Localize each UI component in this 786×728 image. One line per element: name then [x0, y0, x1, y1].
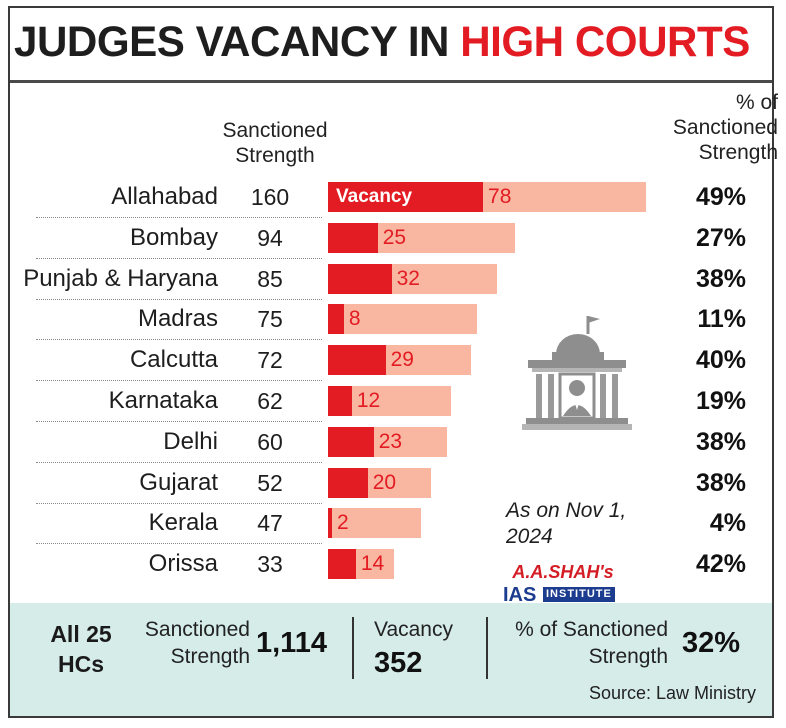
- vacancy-value: 32: [396, 266, 420, 290]
- vacancy-value: 14: [360, 552, 385, 576]
- header-line: Sanctioned: [222, 119, 328, 142]
- total-pct-value: 32%: [682, 627, 741, 659]
- pct-of-sanctioned: 38%: [695, 468, 746, 497]
- state-label: Kerala: [148, 509, 218, 537]
- header-line: Strength: [235, 144, 315, 167]
- logo-line-1: A.A.SHAH's: [512, 562, 614, 582]
- state-label: Bombay: [129, 223, 218, 251]
- sanctioned-value: 60: [257, 428, 283, 455]
- vacancy-bar: [328, 182, 484, 212]
- note-line: As on Nov 1,: [506, 499, 627, 522]
- total-vacancy-label: Vacancy: [374, 618, 453, 641]
- vacancy-value: 12: [356, 389, 381, 412]
- watermark-logo: A.A.SHAH's IAS INSTITUTE: [503, 562, 623, 606]
- row-divider: [36, 502, 322, 504]
- sanctioned-value: 94: [257, 224, 283, 251]
- row-divider: [36, 339, 322, 341]
- pct-of-sanctioned: 19%: [695, 387, 746, 415]
- header-line: Strength: [698, 141, 778, 164]
- summary-footer: All 25 HCs Sanctioned Strength 1,114 Vac…: [10, 603, 772, 716]
- all-hcs-line: All 25: [50, 621, 112, 647]
- total-pct-label: % of Sanctioned Strength: [500, 616, 668, 670]
- label-line: % of Sanctioned: [515, 618, 668, 641]
- pct-of-sanctioned: 11%: [697, 305, 746, 334]
- vacancy-tag: Vacancy: [336, 186, 413, 207]
- sanctioned-bar: [328, 508, 422, 539]
- label-line: Strength: [170, 645, 250, 668]
- row-divider: [36, 421, 322, 422]
- graphic-frame: [8, 6, 774, 718]
- headline-part-1: JUDGES VACANCY IN: [14, 18, 461, 66]
- total-sanctioned-value: 1,114: [256, 627, 327, 659]
- sanctioned-strength-header: Sanctioned Strength: [205, 118, 345, 168]
- vacancy-value: 78: [488, 185, 512, 208]
- source-credit: Source: Law Ministry: [588, 683, 756, 703]
- vacancy-bar: [328, 549, 356, 580]
- state-label: Punjab & Haryana: [23, 264, 218, 292]
- total-sanctioned-label: Sanctioned Strength: [134, 616, 250, 670]
- sanctioned-value: 62: [257, 388, 283, 414]
- vacancy-value: 29: [390, 348, 414, 372]
- vacancy-value: 20: [372, 470, 397, 494]
- pct-of-sanctioned: 38%: [695, 427, 746, 456]
- pct-of-sanctioned: 38%: [695, 264, 746, 293]
- vacancy-value: 23: [378, 429, 403, 453]
- row-divider: [36, 257, 322, 259]
- state-label: Orissa: [148, 550, 218, 578]
- sanctioned-value: 47: [257, 510, 283, 537]
- vacancy-value: 25: [382, 225, 407, 249]
- vacancy-bar: [328, 467, 368, 498]
- sanctioned-value: 52: [257, 469, 283, 496]
- pct-of-sanctioned: 27%: [695, 223, 746, 252]
- sanctioned-value: 72: [257, 347, 283, 374]
- header-line: Sanctioned: [672, 116, 778, 139]
- vacancy-bar: [328, 386, 352, 416]
- pct-of-sanctioned: 49%: [695, 183, 746, 211]
- headline: JUDGES VACANCY IN HIGH COURTS: [14, 18, 750, 78]
- pct-of-sanctioned: 42%: [695, 550, 746, 579]
- state-label: Calcutta: [129, 346, 218, 374]
- pct-of-sanctioned: 4%: [709, 509, 746, 538]
- total-vacancy-value: 352: [374, 647, 423, 679]
- separator: [486, 617, 488, 679]
- note-line: 2024: [506, 525, 553, 548]
- vacancy-bar: [328, 222, 378, 253]
- headline-part-2: HIGH COURTS: [460, 18, 750, 66]
- row-divider: [36, 461, 322, 463]
- state-label: Karnataka: [108, 387, 218, 414]
- logo-line-3: INSTITUTE: [543, 587, 615, 602]
- vacancy-bar: [328, 263, 392, 294]
- all-hcs-label: All 25 HCs: [36, 619, 126, 679]
- sanctioned-value: 33: [257, 551, 283, 578]
- vacancy-bar: [328, 508, 332, 539]
- sanctioned-value: 160: [250, 184, 290, 210]
- vacancy-bar: [328, 345, 386, 376]
- sanctioned-bar: [328, 304, 478, 335]
- court-building-icon: [522, 316, 632, 430]
- vacancy-value: 2: [336, 511, 349, 535]
- row-divider: [36, 217, 322, 218]
- pct-of-sanctioned: 40%: [695, 346, 746, 375]
- separator: [352, 617, 354, 679]
- label-line: Strength: [588, 645, 668, 668]
- headline-rule: [10, 80, 772, 83]
- vacancy-bar: [328, 426, 374, 457]
- sanctioned-value: 75: [257, 306, 283, 333]
- row-divider: [36, 380, 322, 382]
- header-line: % of: [735, 91, 778, 114]
- sanctioned-value: 85: [257, 265, 283, 292]
- state-label: Allahabad: [111, 183, 218, 210]
- row-divider: [36, 543, 322, 545]
- all-hcs-line: HCs: [57, 651, 104, 677]
- row-divider: [36, 298, 322, 300]
- state-label: Delhi: [163, 427, 218, 455]
- vacancy-bar: [328, 304, 344, 335]
- as-on-date-note: As on Nov 1, 2024: [506, 498, 656, 550]
- state-label: Madras: [137, 305, 218, 333]
- vacancy-value: 8: [348, 307, 361, 331]
- logo-line-2: IAS: [503, 584, 537, 606]
- pct-sanctioned-header: % of Sanctioned Strength: [652, 90, 778, 165]
- state-label: Gujarat: [139, 468, 218, 496]
- label-line: Sanctioned: [144, 618, 250, 641]
